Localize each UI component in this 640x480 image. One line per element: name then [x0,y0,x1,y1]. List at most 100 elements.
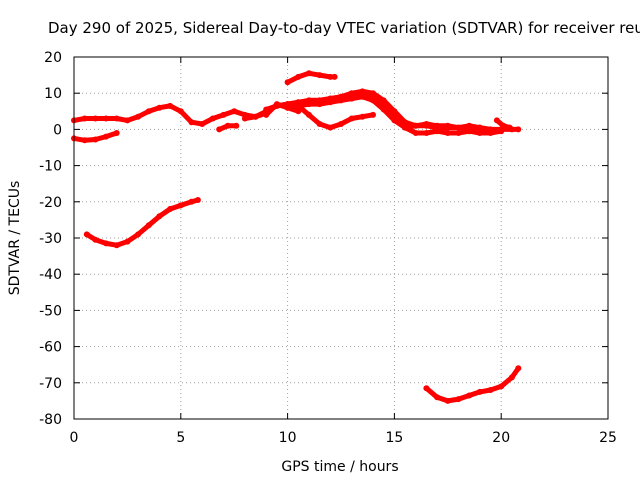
data-point [306,70,312,77]
y-tick-label: -40 [39,267,62,283]
data-point [493,117,500,124]
y-tick-label: 10 [44,86,62,102]
x-tick-label: 15 [385,430,403,446]
data-point [92,115,99,122]
data-point [113,115,120,122]
data-point [199,121,206,127]
x-tick-label: 0 [70,430,79,446]
data-point [359,113,366,120]
data-point [434,122,441,129]
x-tick-label: 25 [599,430,617,446]
data-point [476,124,483,131]
data-point [487,130,494,136]
data-point [284,79,291,86]
data-series [71,70,522,404]
data-point [124,117,131,124]
data-point [316,72,323,79]
data-point [338,121,344,127]
data-point [167,102,174,109]
data-point [412,130,419,136]
data-point [434,394,441,401]
data-point [241,115,248,122]
data-point [515,365,522,372]
data-point [113,242,120,249]
data-point [103,115,109,122]
data-point [338,97,344,104]
data-point [295,108,302,115]
data-point [92,236,99,243]
y-tick-label: -50 [39,303,62,319]
x-tick-label: 5 [176,430,185,446]
y-tick-label: -30 [39,231,62,247]
data-point [113,130,120,136]
data-point [188,198,195,205]
data-point [444,122,451,129]
data-point [506,124,513,131]
data-point [145,108,152,115]
data-point [327,73,334,80]
data-point [423,385,430,392]
data-point [508,374,515,381]
data-point [476,388,483,395]
data-point [135,113,142,120]
data-point [156,213,163,220]
data-point [83,231,90,238]
data-point [177,202,184,209]
data-point [316,101,323,108]
data-point [370,97,376,104]
data-point [92,136,99,143]
data-point [273,101,280,108]
data-point [103,133,109,140]
data-point [145,222,152,229]
data-point [295,102,302,109]
data-point [124,238,131,245]
data-point [194,197,201,203]
data-point [370,92,376,98]
data-point [455,130,462,136]
data-point [284,104,291,111]
data-point [466,122,473,129]
data-point [306,111,312,118]
data-point [380,106,387,113]
data-point [455,124,462,131]
chart-title: Day 290 of 2025, Sidereal Day-to-day VTE… [48,19,640,37]
y-tick-label: -80 [39,412,62,428]
data-point [487,387,494,393]
data-point [498,128,505,135]
data-point [327,99,334,106]
data-point [444,130,451,136]
x-tick-label: 10 [279,430,297,446]
data-point [295,73,302,80]
data-point [231,108,238,115]
y-tick-label: 20 [44,50,62,66]
data-point [348,115,355,122]
y-tick-label: -70 [39,376,62,392]
data-point [476,130,483,136]
data-point [81,115,88,122]
data-point [188,119,195,126]
data-point [348,95,355,102]
y-tick-label: -60 [39,340,62,356]
data-point [156,104,163,111]
data-point [263,111,270,118]
y-tick-label: -20 [39,195,62,211]
data-point [209,115,216,122]
x-axis-label: GPS time / hours [281,459,398,475]
data-point [466,128,473,135]
data-point [423,130,430,136]
data-point [455,396,462,403]
data-point [500,122,507,129]
data-point [167,206,174,212]
data-point [412,122,419,129]
data-point [81,137,88,144]
grid-lines [74,57,608,419]
data-point [498,383,505,390]
data-point [177,108,184,115]
data-point [316,121,323,127]
data-point [220,111,227,118]
data-point [252,113,259,120]
data-point [466,392,473,399]
data-point [103,240,109,247]
data-point [370,111,376,118]
